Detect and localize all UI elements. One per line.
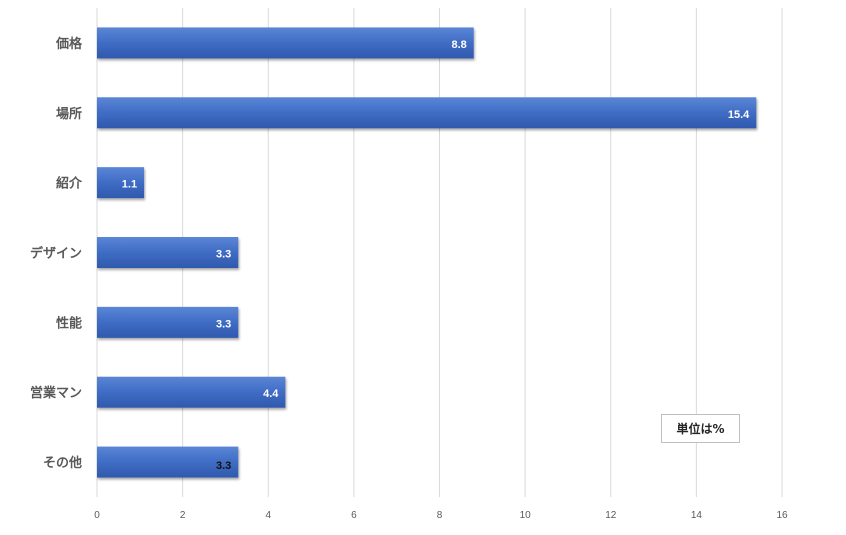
bars bbox=[97, 27, 757, 478]
x-tick-label: 8 bbox=[437, 510, 443, 521]
bar bbox=[97, 97, 757, 129]
unit-note: 単位は% bbox=[661, 414, 740, 443]
x-tick-label: 2 bbox=[180, 510, 186, 521]
category-label: 性能 bbox=[56, 315, 82, 331]
category-label: デザイン bbox=[30, 246, 82, 262]
x-tick-label: 10 bbox=[520, 510, 532, 521]
x-tick-label: 0 bbox=[94, 510, 100, 521]
bar bbox=[97, 306, 239, 338]
data-label: 8.8 bbox=[451, 39, 466, 51]
data-label: 3.3 bbox=[216, 249, 231, 261]
bar bbox=[97, 167, 145, 199]
x-tick-label: 12 bbox=[605, 510, 617, 521]
data-label: 4.4 bbox=[263, 388, 279, 400]
x-tick-label: 4 bbox=[265, 510, 271, 521]
data-label: 1.1 bbox=[122, 179, 137, 191]
x-tick-label: 14 bbox=[691, 510, 703, 521]
x-tick-label: 6 bbox=[351, 510, 357, 521]
category-label: その他 bbox=[43, 455, 82, 471]
labels: 0 2 4 6 8 10 12 14 16 価格 8.8 場所 15.4 紹介 1.1 デザイン 3.3 性能 3.… bbox=[30, 36, 788, 521]
x-tick-label: 16 bbox=[776, 510, 788, 521]
data-label: 3.3 bbox=[216, 460, 231, 472]
data-label: 3.3 bbox=[216, 318, 231, 330]
bar bbox=[97, 237, 239, 268]
bar bbox=[97, 376, 286, 408]
category-label: 営業マン bbox=[30, 385, 82, 401]
bar bbox=[97, 446, 239, 478]
category-label: 価格 bbox=[55, 36, 83, 52]
category-label: 紹介 bbox=[56, 176, 83, 192]
category-label: 場所 bbox=[56, 106, 82, 122]
bar bbox=[97, 27, 474, 59]
gridlines bbox=[96, 8, 783, 497]
data-label: 15.4 bbox=[728, 109, 750, 121]
